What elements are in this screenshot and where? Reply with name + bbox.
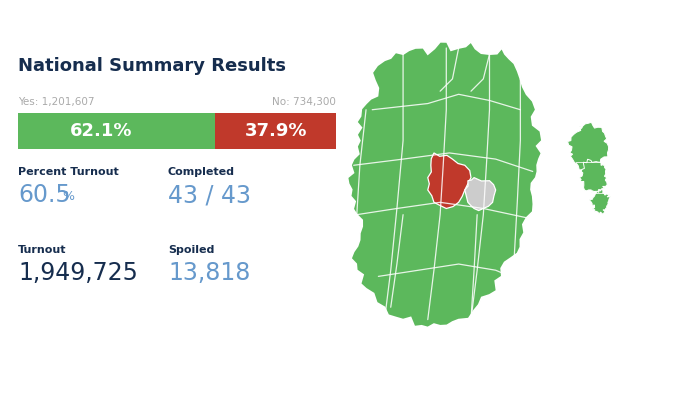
Polygon shape — [579, 159, 607, 193]
Text: 62.1%: 62.1% — [70, 122, 132, 140]
Text: 13,818: 13,818 — [168, 261, 251, 285]
Text: 60.5: 60.5 — [18, 183, 71, 207]
Polygon shape — [568, 123, 608, 170]
Text: 37.9%: 37.9% — [244, 122, 307, 140]
Polygon shape — [348, 42, 542, 328]
Text: No: 734,300: No: 734,300 — [272, 97, 336, 107]
Text: Turnout: Turnout — [18, 245, 67, 255]
Polygon shape — [428, 153, 471, 208]
FancyBboxPatch shape — [215, 113, 336, 149]
Text: National Summary Results: National Summary Results — [18, 57, 286, 75]
Text: Completed: Completed — [168, 167, 235, 177]
Polygon shape — [589, 188, 610, 214]
Text: 43 / 43: 43 / 43 — [168, 183, 251, 207]
Text: Percent Turnout: Percent Turnout — [18, 167, 119, 177]
Text: Spoiled: Spoiled — [168, 245, 215, 255]
Text: %: % — [62, 190, 74, 203]
Text: 1,949,725: 1,949,725 — [18, 261, 138, 285]
Text: Yes: 1,201,607: Yes: 1,201,607 — [18, 97, 94, 107]
Text: Same-Sex Marriage Referendum: Same-Sex Marriage Referendum — [12, 13, 204, 26]
FancyBboxPatch shape — [18, 113, 215, 149]
Polygon shape — [465, 177, 496, 210]
